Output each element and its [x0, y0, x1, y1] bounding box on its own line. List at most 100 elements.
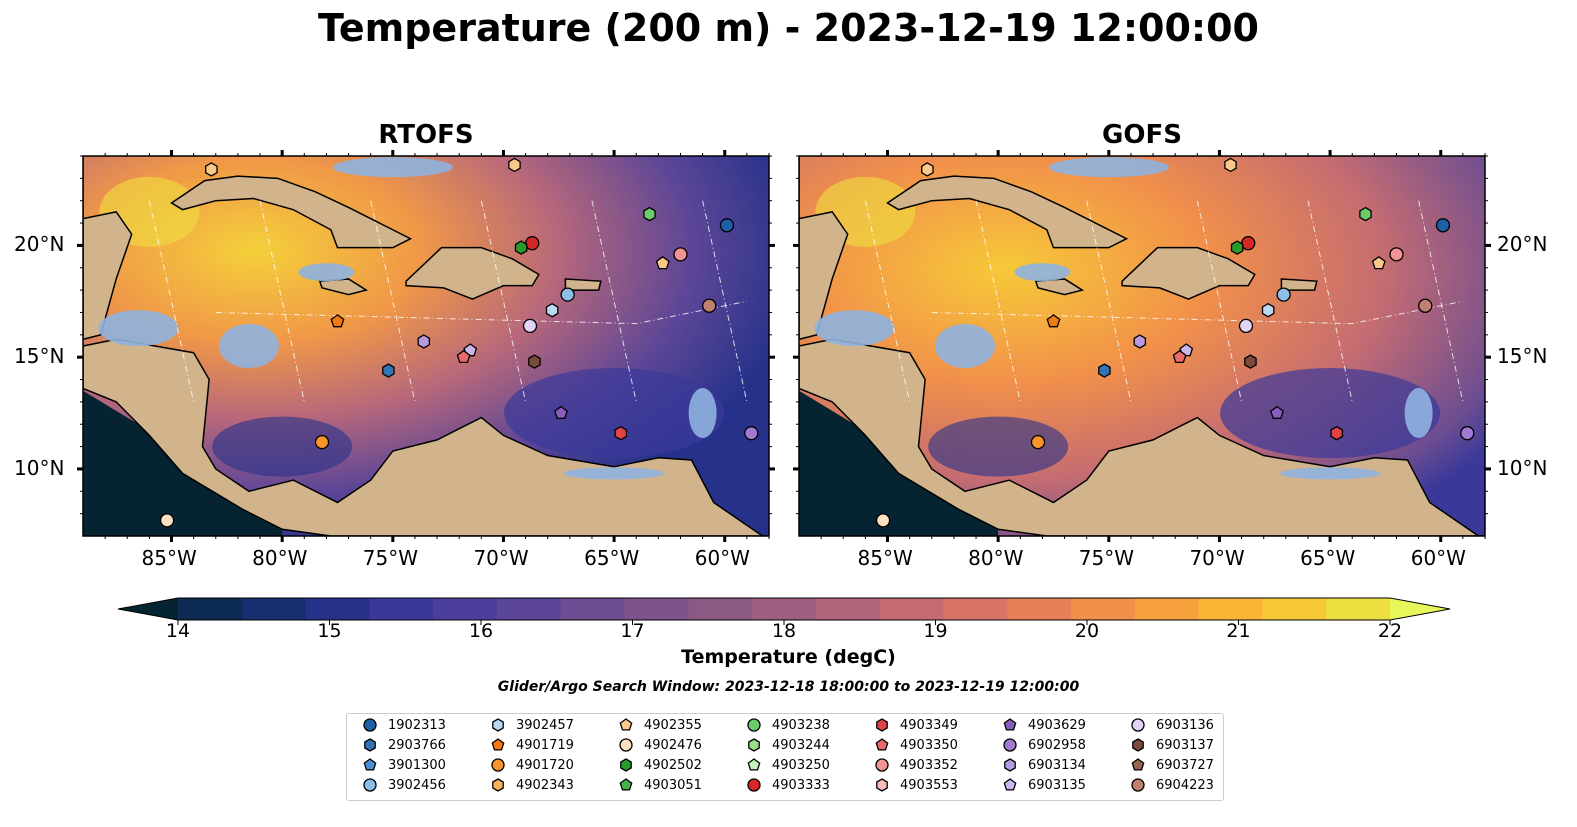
legend-item: 4903238 — [745, 716, 830, 734]
lat-tick-label-right: 10°N — [1497, 455, 1548, 480]
legend-label: 4903051 — [644, 777, 702, 793]
legend-marker — [491, 738, 505, 751]
float-marker — [1244, 354, 1257, 369]
lon-tick-label: 75°W — [1078, 546, 1135, 570]
legend-item: 4903333 — [745, 776, 830, 794]
colorbar-tick-label: 18 — [771, 620, 797, 642]
legend-marker-icon — [492, 778, 504, 792]
legend-marker-icon — [620, 758, 632, 772]
legend-item: 4903553 — [873, 776, 958, 794]
legend-marker — [747, 718, 761, 732]
float-marker — [1133, 334, 1147, 349]
legend-marker-icon — [1003, 738, 1017, 752]
colorbar-segment — [369, 598, 434, 620]
lon-tick-label: 60°W — [694, 546, 750, 570]
legend-item: 4901720 — [489, 756, 574, 774]
legend-label: 4903350 — [900, 737, 958, 753]
float-marker — [1276, 287, 1291, 302]
legend-label: 4903629 — [1028, 717, 1086, 733]
float-legend: 1902313 2903766 3901300 3902456 3902457 49017… — [346, 713, 1224, 801]
lon-tick-label: 70°W — [473, 546, 529, 570]
legend-marker-icon — [491, 738, 505, 751]
legend-marker — [492, 718, 504, 732]
colorbar-segment — [305, 598, 370, 620]
yucatan-land — [799, 156, 849, 341]
lat-tick-label-right: 15°N — [1497, 344, 1548, 369]
legend-marker-icon — [1132, 738, 1144, 752]
legend-item: 6904223 — [1129, 776, 1214, 794]
float-marker — [417, 334, 431, 349]
colorbar-segment — [1071, 598, 1136, 620]
legend-marker-icon — [1004, 758, 1016, 772]
legend-marker-icon — [876, 718, 888, 732]
float-marker — [1460, 426, 1475, 441]
colorbar-segment — [1198, 598, 1263, 620]
lat-tick-label-right: 20°N — [1497, 232, 1548, 257]
cuba-land — [170, 175, 413, 249]
legend-label: 4903553 — [900, 777, 958, 793]
float-marker — [1172, 349, 1187, 364]
float-marker — [1046, 314, 1061, 328]
float-marker — [1389, 247, 1404, 262]
legend-marker-icon — [364, 738, 376, 752]
legend-marker — [619, 778, 633, 791]
legend-marker-icon — [875, 758, 889, 772]
legend-marker-icon — [363, 718, 377, 732]
legend-item: 6903135 — [1001, 776, 1086, 794]
puerto-rico-land — [564, 278, 602, 291]
legend-marker-icon — [1131, 778, 1145, 792]
colorbar-segment — [879, 598, 944, 620]
colorbar-segment — [241, 598, 307, 620]
float-marker — [1330, 425, 1344, 441]
float-marker — [1359, 206, 1372, 222]
legend-marker — [1131, 778, 1145, 792]
legend-marker — [1003, 718, 1017, 731]
lon-tick-label: 75°W — [362, 546, 419, 570]
legend-marker-icon — [747, 758, 761, 771]
colorbar-tick-label: 21 — [1226, 620, 1251, 642]
float-marker — [1030, 434, 1046, 450]
jamaica-land — [318, 278, 369, 296]
legend-marker — [1003, 738, 1017, 752]
legend-item: 6903137 — [1129, 736, 1214, 754]
legend-item: 4903051 — [617, 776, 702, 794]
colorbar-segment — [1262, 598, 1327, 620]
legend-marker-icon — [747, 778, 761, 792]
float-marker — [514, 240, 528, 255]
colorbar-label: Temperature (degC) — [681, 646, 896, 668]
legend-marker-icon — [492, 718, 504, 732]
legend-marker — [747, 758, 761, 771]
colorbar-segment — [1134, 598, 1200, 620]
legend-label: 3902457 — [516, 717, 574, 733]
lat-tick-label-left: 20°N — [14, 232, 65, 257]
map-panels — [77, 150, 1491, 542]
colorbar-tick-label: 19 — [923, 620, 948, 642]
lon-tick-label: 65°W — [584, 546, 640, 570]
colorbar-segment — [688, 598, 753, 620]
legend-marker-icon — [619, 778, 633, 791]
legend-marker — [492, 778, 504, 792]
legend-item: 6903136 — [1129, 716, 1214, 734]
legend-marker-icon — [619, 718, 633, 731]
lon-tick-label: 80°W — [968, 546, 1024, 570]
float-marker — [330, 314, 345, 328]
legend-item: 4903244 — [745, 736, 830, 754]
float-marker — [921, 162, 934, 177]
colorbar — [117, 597, 1451, 625]
legend-marker — [1131, 718, 1145, 732]
legend-marker — [620, 758, 632, 772]
colorbar-segment — [496, 598, 562, 620]
legend-label: 2903766 — [388, 737, 446, 753]
float-marker — [560, 287, 575, 302]
legend-label: 6903134 — [1028, 757, 1086, 773]
float-marker — [1238, 318, 1254, 334]
legend-marker — [876, 778, 888, 792]
legend-label: 6903135 — [1028, 777, 1086, 793]
float-marker — [744, 426, 759, 441]
legend-label: 4902502 — [644, 757, 702, 773]
float-marker — [545, 302, 559, 318]
float-marker — [528, 354, 541, 369]
legend-marker-icon — [619, 738, 633, 752]
legend-label: 4903333 — [772, 777, 830, 793]
legend-marker — [875, 758, 889, 772]
